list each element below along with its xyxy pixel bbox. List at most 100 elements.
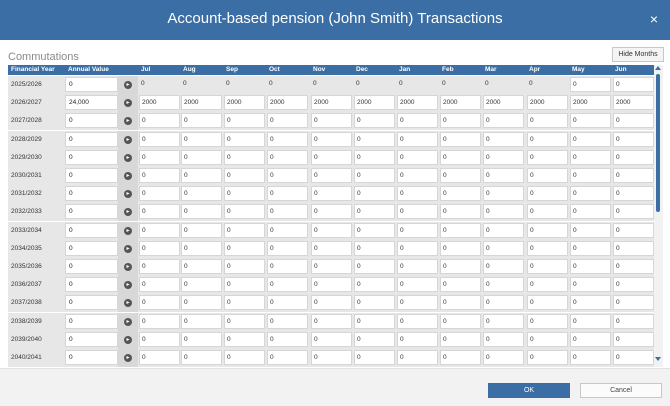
month-value-input[interactable]: 0: [613, 350, 654, 365]
month-value-input[interactable]: 0: [181, 259, 222, 274]
month-value-input[interactable]: 0: [354, 277, 395, 293]
month-value-input[interactable]: 0: [483, 204, 524, 220]
annual-value-input[interactable]: 0: [65, 168, 118, 183]
month-value-input[interactable]: 0: [613, 277, 654, 293]
month-value-input[interactable]: 0: [483, 168, 524, 183]
month-value-input[interactable]: 0: [440, 350, 481, 365]
month-value-input[interactable]: 0: [440, 113, 481, 129]
month-value-input[interactable]: 2000: [483, 95, 524, 111]
month-value-input[interactable]: 0: [139, 204, 180, 220]
month-value-input[interactable]: 0: [570, 277, 611, 293]
month-value-input[interactable]: 0: [440, 204, 481, 220]
month-value-input[interactable]: 0: [311, 204, 352, 220]
month-value-input[interactable]: 0: [267, 240, 308, 256]
month-value-input[interactable]: 0: [267, 204, 308, 220]
annual-value-input[interactable]: 0: [65, 277, 118, 293]
calculate-icon[interactable]: ▸: [124, 190, 132, 199]
month-value-input[interactable]: 0: [483, 113, 524, 129]
month-value-input[interactable]: 0: [224, 259, 265, 274]
month-value-input[interactable]: 0: [354, 149, 395, 165]
month-value-input[interactable]: 0: [181, 295, 222, 311]
month-value-input[interactable]: 0: [354, 113, 395, 129]
month-value-input[interactable]: 0: [311, 131, 352, 147]
month-value-input[interactable]: 0: [267, 222, 308, 238]
calculate-icon[interactable]: ▸: [124, 208, 132, 217]
month-value-input[interactable]: 0: [483, 295, 524, 311]
month-value-input[interactable]: 0: [354, 350, 395, 365]
month-value-input[interactable]: 0: [139, 295, 180, 311]
month-value-input[interactable]: 0: [613, 131, 654, 147]
month-value-input[interactable]: 0: [267, 350, 308, 365]
month-value-input[interactable]: 0: [397, 113, 438, 129]
month-value-input[interactable]: 0: [181, 131, 222, 147]
month-value-input[interactable]: 0: [570, 350, 611, 365]
annual-value-input[interactable]: 0: [65, 240, 118, 256]
month-value-input[interactable]: 0: [527, 149, 568, 165]
month-value-input[interactable]: 0: [267, 131, 308, 147]
month-value-input[interactable]: 0: [139, 313, 180, 329]
month-value-input[interactable]: 0: [267, 168, 308, 183]
month-value-input[interactable]: 2000: [570, 95, 611, 111]
calculate-icon[interactable]: ▸: [124, 99, 132, 108]
calculate-icon[interactable]: ▸: [124, 244, 132, 253]
month-value-input[interactable]: 0: [267, 149, 308, 165]
month-value-input[interactable]: 0: [613, 222, 654, 238]
month-value-input[interactable]: 0: [354, 259, 395, 274]
month-value-input[interactable]: 0: [527, 350, 568, 365]
month-value-input[interactable]: 0: [440, 331, 481, 347]
month-value-input[interactable]: 0: [267, 113, 308, 129]
cancel-button[interactable]: Cancel: [580, 383, 662, 398]
annual-value-input[interactable]: 24,000: [65, 95, 118, 111]
month-value-input[interactable]: 0: [527, 186, 568, 202]
month-value-input[interactable]: 2000: [267, 95, 308, 111]
month-value-input[interactable]: 0: [613, 313, 654, 329]
month-value-input[interactable]: 0: [570, 222, 611, 238]
month-value-input[interactable]: 0: [354, 168, 395, 183]
month-value-input[interactable]: 0: [139, 131, 180, 147]
month-value-input[interactable]: 0: [139, 350, 180, 365]
month-value-input[interactable]: 0: [570, 240, 611, 256]
month-value-input[interactable]: 0: [267, 259, 308, 274]
month-value-input[interactable]: 0: [527, 204, 568, 220]
month-value-input[interactable]: 0: [613, 331, 654, 347]
month-value-input[interactable]: 0: [570, 313, 611, 329]
month-value-input[interactable]: 2000: [139, 95, 180, 111]
month-value-input[interactable]: 0: [139, 149, 180, 165]
month-value-input[interactable]: 0: [224, 149, 265, 165]
calculate-icon[interactable]: ▸: [124, 354, 132, 362]
month-value-input[interactable]: 0: [311, 331, 352, 347]
month-value-input[interactable]: 0: [397, 131, 438, 147]
month-value-input[interactable]: 0: [224, 222, 265, 238]
calculate-icon[interactable]: ▸: [124, 317, 132, 326]
month-value-input[interactable]: 0: [181, 350, 222, 365]
month-value-input[interactable]: 0: [311, 186, 352, 202]
month-value-input[interactable]: 0: [527, 331, 568, 347]
annual-value-input[interactable]: 0: [65, 149, 118, 165]
month-value-input[interactable]: 0: [483, 222, 524, 238]
month-value-input[interactable]: 0: [181, 277, 222, 293]
month-value-input[interactable]: 0: [267, 186, 308, 202]
month-value-input[interactable]: 0: [139, 259, 180, 274]
month-value-input[interactable]: 0: [613, 186, 654, 202]
scroll-up-icon[interactable]: [655, 66, 661, 70]
month-value-input[interactable]: 0: [397, 168, 438, 183]
month-value-input[interactable]: 0: [354, 313, 395, 329]
month-value-input[interactable]: 0: [311, 240, 352, 256]
month-value-input[interactable]: 0: [613, 204, 654, 220]
month-value-input[interactable]: 0: [483, 149, 524, 165]
month-value-input[interactable]: 0: [483, 240, 524, 256]
month-value-input[interactable]: 0: [527, 113, 568, 129]
month-value-input[interactable]: 0: [570, 113, 611, 129]
month-value-input[interactable]: 0: [181, 204, 222, 220]
annual-value-input[interactable]: 0: [65, 131, 118, 147]
month-value-input[interactable]: 0: [570, 168, 611, 183]
month-value-input[interactable]: 0: [397, 186, 438, 202]
month-value-input[interactable]: 0: [613, 295, 654, 311]
month-value-input[interactable]: 0: [181, 149, 222, 165]
calculate-icon[interactable]: ▸: [124, 172, 132, 180]
month-value-input[interactable]: 0: [440, 313, 481, 329]
month-value-input[interactable]: 2000: [354, 95, 395, 111]
month-value-input[interactable]: 0: [224, 168, 265, 183]
month-value-input[interactable]: 0: [440, 295, 481, 311]
month-value-input[interactable]: 0: [397, 350, 438, 365]
